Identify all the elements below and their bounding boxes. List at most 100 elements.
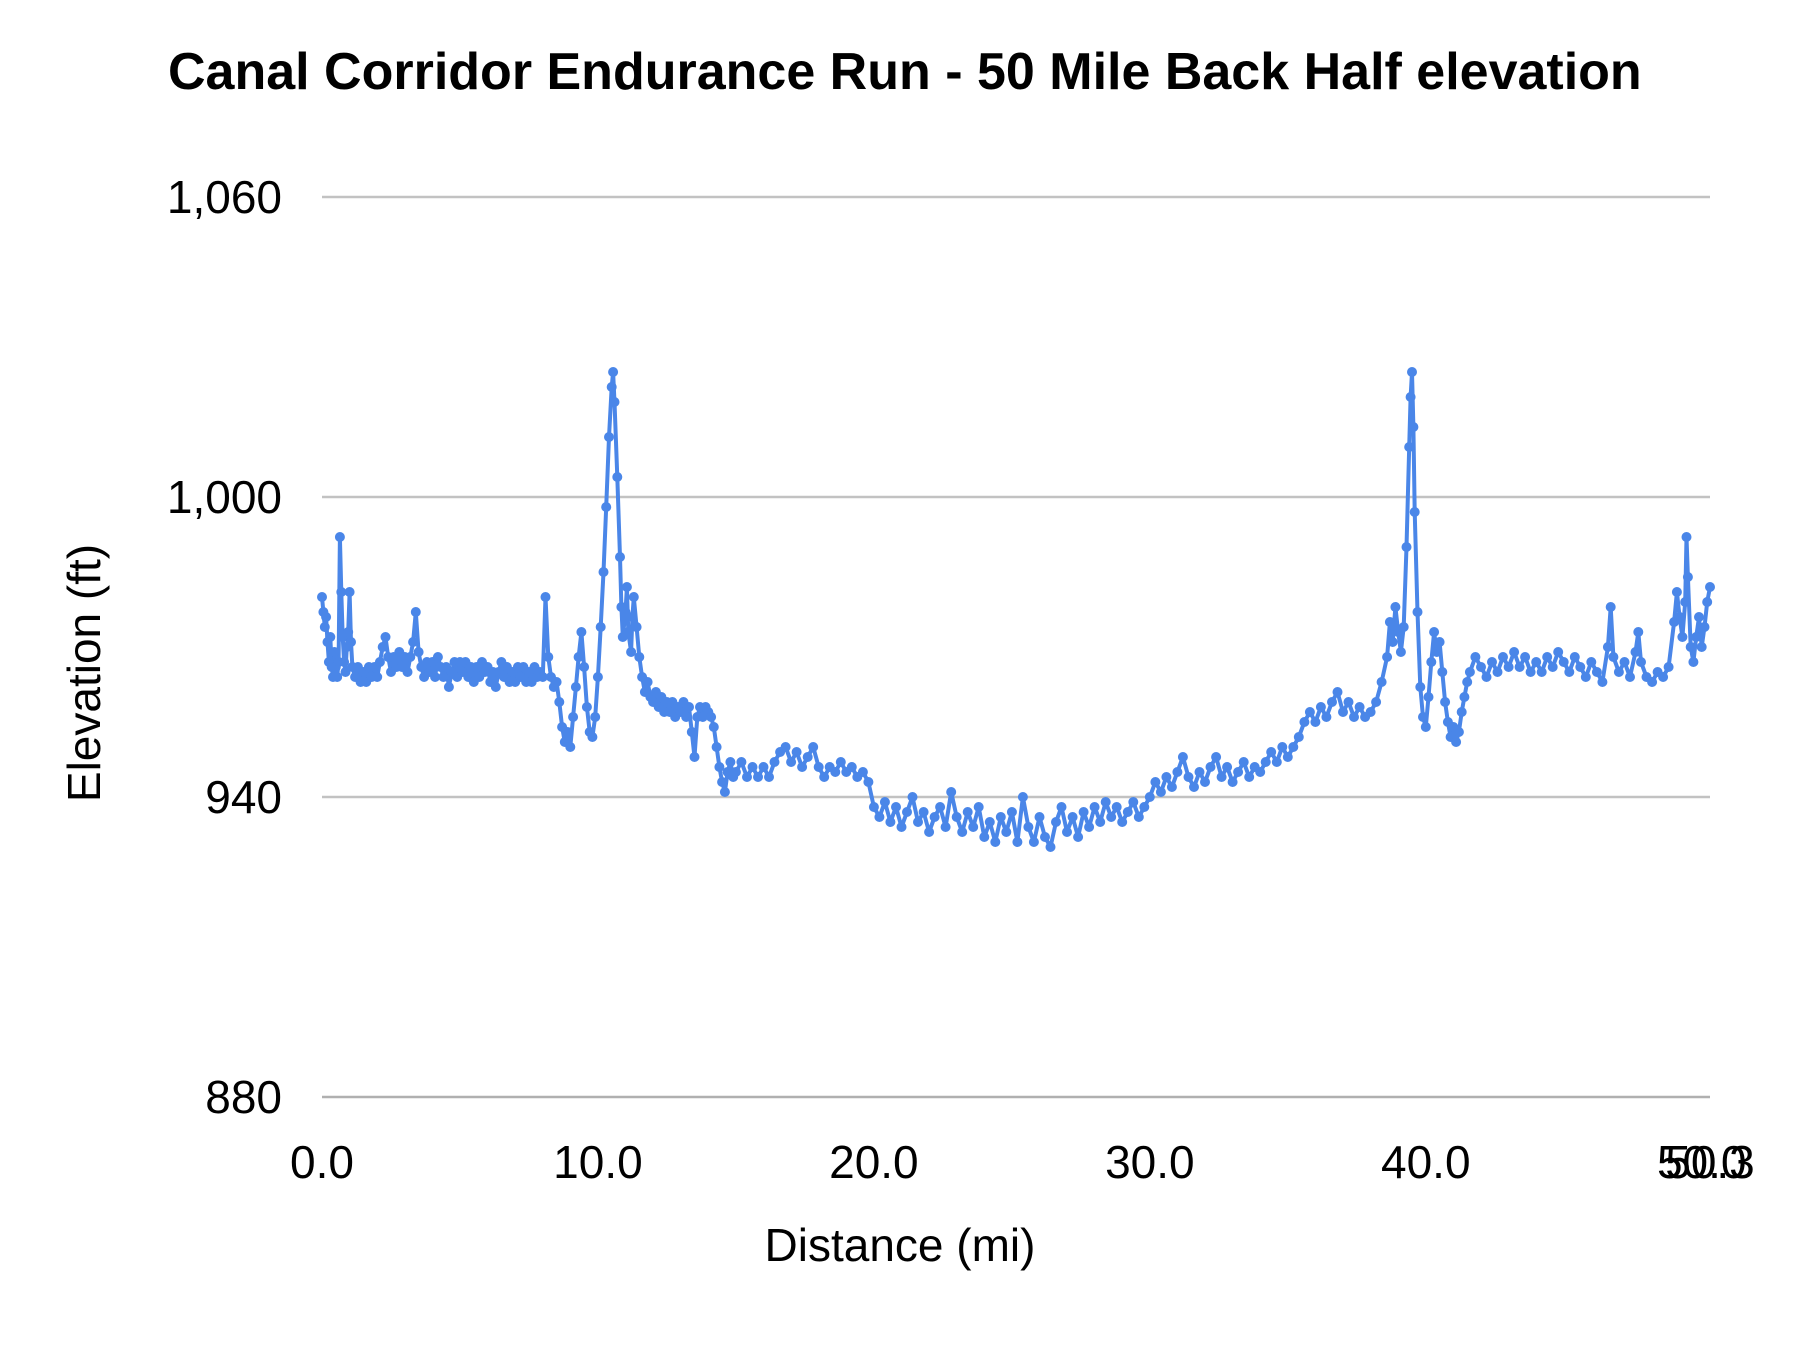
- data-point-marker: [1390, 602, 1401, 612]
- data-point-marker: [410, 607, 421, 617]
- data-point-marker: [1233, 767, 1244, 777]
- data-point-marker: [1699, 622, 1710, 632]
- data-point-marker: [1051, 817, 1061, 827]
- data-point-marker: [1271, 757, 1282, 767]
- data-point-marker: [592, 672, 603, 682]
- data-point-marker: [868, 802, 879, 812]
- data-point-marker: [334, 532, 345, 542]
- data-point-marker: [590, 712, 601, 722]
- data-point-marker: [1189, 782, 1199, 792]
- data-point-marker: [1111, 802, 1122, 812]
- data-point-marker: [990, 837, 1001, 847]
- data-point-marker: [802, 752, 813, 762]
- data-point-marker: [1255, 767, 1266, 777]
- data-point-marker: [438, 672, 449, 682]
- data-point-marker: [1017, 792, 1028, 802]
- x-axis-title: Distance (mi): [764, 1219, 1036, 1271]
- data-point-marker: [736, 757, 747, 767]
- data-point-marker: [543, 652, 554, 662]
- data-point-marker: [1487, 657, 1497, 667]
- data-point-marker: [689, 752, 700, 762]
- data-point-marker: [1222, 762, 1233, 772]
- x-tick-label: 50.3: [1665, 1136, 1755, 1188]
- data-point-marker: [1575, 662, 1586, 672]
- data-point-marker: [1476, 662, 1486, 672]
- data-point-marker: [631, 622, 642, 632]
- data-point-marker: [711, 742, 722, 752]
- data-point-marker: [432, 652, 443, 662]
- data-point-marker: [1608, 652, 1619, 662]
- data-point-marker: [1282, 752, 1293, 762]
- data-point-marker: [1354, 702, 1365, 712]
- y-tick-label: 1,060: [167, 171, 282, 223]
- x-tick-label: 50.0: [1657, 1136, 1747, 1188]
- data-point-marker: [742, 772, 752, 782]
- data-point-marker: [413, 647, 424, 657]
- data-point-marker: [1677, 632, 1688, 642]
- data-point-marker: [1514, 662, 1525, 672]
- data-point-marker: [408, 637, 419, 647]
- data-point-marker: [568, 712, 579, 722]
- data-point-marker: [951, 812, 962, 822]
- data-point-marker: [1694, 612, 1704, 622]
- data-point-marker: [1012, 837, 1023, 847]
- y-tick-label: 880: [205, 1071, 282, 1123]
- data-point-marker: [1420, 722, 1431, 732]
- data-point-marker: [627, 612, 638, 622]
- data-point-marker: [1133, 812, 1144, 822]
- x-tick-label: 20.0: [829, 1136, 919, 1188]
- data-point-marker: [813, 762, 824, 772]
- data-point-marker: [1663, 662, 1674, 672]
- data-point-marker: [1702, 597, 1713, 607]
- data-point-marker: [642, 677, 653, 687]
- data-point-marker: [1277, 742, 1288, 752]
- elevation-line: [320, 370, 1712, 849]
- data-point-marker: [1580, 672, 1591, 682]
- data-point-marker: [907, 792, 918, 802]
- x-tick-label: 0.0: [290, 1136, 354, 1188]
- data-point-marker: [1166, 782, 1177, 792]
- data-point-marker: [1387, 637, 1398, 647]
- data-point-marker: [1045, 842, 1056, 852]
- data-point-marker: [1453, 727, 1464, 737]
- data-point-marker: [490, 682, 501, 692]
- data-point-marker: [902, 807, 912, 817]
- data-point-marker: [819, 772, 830, 782]
- data-point-marker: [537, 672, 548, 682]
- data-point-marker: [1293, 732, 1304, 742]
- data-point-marker: [874, 812, 885, 822]
- data-point-marker: [554, 697, 565, 707]
- data-point-marker: [606, 382, 617, 392]
- data-point-marker: [1456, 707, 1467, 717]
- chart-title: Canal Corridor Endurance Run - 50 Mile B…: [168, 43, 1642, 101]
- data-point-marker: [1470, 652, 1481, 662]
- data-point-marker: [1459, 692, 1470, 702]
- data-point-marker: [319, 622, 330, 632]
- data-point-marker: [1602, 642, 1613, 652]
- data-point-marker: [1498, 652, 1508, 662]
- data-point-marker: [918, 807, 929, 817]
- data-point-marker: [1404, 442, 1415, 452]
- data-point-marker: [601, 502, 612, 512]
- data-point-marker: [1418, 712, 1428, 722]
- data-point-marker: [706, 712, 717, 722]
- data-point-marker: [924, 827, 935, 837]
- data-point-marker: [753, 772, 763, 782]
- data-point-marker: [973, 802, 984, 812]
- data-point-marker: [1597, 677, 1608, 687]
- data-point-marker: [896, 822, 907, 832]
- data-point-marker: [791, 747, 802, 757]
- data-point-marker: [940, 822, 951, 832]
- data-point-marker: [797, 762, 808, 772]
- data-point-marker: [317, 592, 327, 602]
- data-point-marker: [1633, 627, 1644, 637]
- data-point-marker: [1084, 822, 1095, 832]
- y-tick-label: 1,000: [167, 471, 282, 523]
- data-point-marker: [1613, 667, 1624, 677]
- x-tick-label: 30.0: [1105, 1136, 1195, 1188]
- data-point-marker: [609, 397, 620, 407]
- data-point-marker: [929, 812, 940, 822]
- data-point-marker: [1073, 832, 1084, 842]
- data-point-marker: [1625, 672, 1635, 682]
